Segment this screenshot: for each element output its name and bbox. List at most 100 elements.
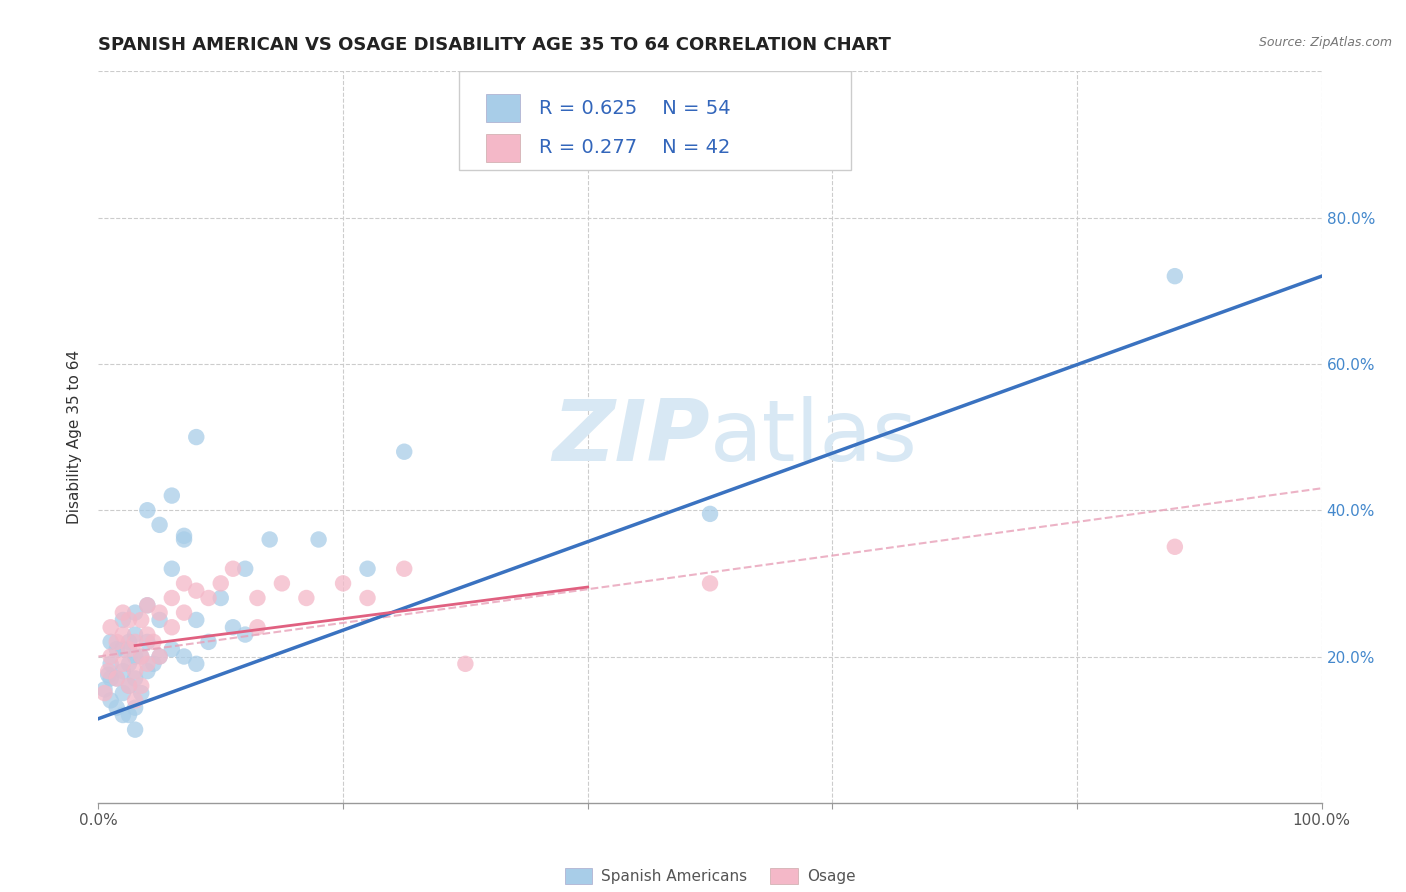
Point xyxy=(392,444,416,458)
Point xyxy=(129,649,152,664)
Point xyxy=(124,723,146,737)
Point xyxy=(118,679,141,693)
Point xyxy=(259,533,281,547)
Point xyxy=(124,672,146,686)
Point xyxy=(270,576,294,591)
Point xyxy=(118,642,141,657)
Point xyxy=(173,606,195,620)
Text: Source: ZipAtlas.com: Source: ZipAtlas.com xyxy=(1258,36,1392,49)
Point xyxy=(246,620,269,634)
Point xyxy=(97,664,120,678)
Point xyxy=(124,664,146,678)
Point xyxy=(129,649,152,664)
Point xyxy=(246,591,269,605)
Point xyxy=(160,489,183,503)
Text: R = 0.625    N = 54: R = 0.625 N = 54 xyxy=(538,99,730,118)
Point xyxy=(233,627,256,641)
Point xyxy=(186,583,208,598)
Point xyxy=(173,649,195,664)
Point xyxy=(186,613,208,627)
Point xyxy=(222,562,245,576)
Point xyxy=(124,627,146,641)
Point xyxy=(356,562,378,576)
Point xyxy=(118,657,141,671)
Point xyxy=(209,576,232,591)
Point xyxy=(111,664,134,678)
Point xyxy=(160,591,183,605)
Point xyxy=(173,529,195,543)
Point xyxy=(124,635,146,649)
Point xyxy=(160,562,183,576)
Point xyxy=(136,627,159,641)
Point xyxy=(124,693,146,707)
FancyBboxPatch shape xyxy=(486,134,520,161)
Point xyxy=(699,507,721,521)
Point xyxy=(118,708,141,723)
Point xyxy=(100,672,122,686)
Point xyxy=(392,562,416,576)
Point xyxy=(100,620,122,634)
Point xyxy=(136,635,159,649)
Point xyxy=(124,700,146,714)
Point xyxy=(173,576,195,591)
Point xyxy=(111,627,134,641)
Point xyxy=(295,591,318,605)
Point xyxy=(129,686,152,700)
Point xyxy=(186,657,208,671)
Point xyxy=(129,613,152,627)
Text: SPANISH AMERICAN VS OSAGE DISABILITY AGE 35 TO 64 CORRELATION CHART: SPANISH AMERICAN VS OSAGE DISABILITY AGE… xyxy=(98,36,891,54)
Point xyxy=(136,664,159,678)
Point xyxy=(118,613,141,627)
Point xyxy=(105,672,128,686)
Point xyxy=(308,533,330,547)
Point xyxy=(186,430,208,444)
Point xyxy=(111,657,134,671)
Point xyxy=(173,533,195,547)
Legend: Spanish Americans, Osage: Spanish Americans, Osage xyxy=(558,862,862,890)
Point xyxy=(1164,269,1187,284)
Point xyxy=(209,591,232,605)
Point xyxy=(111,708,134,723)
Point xyxy=(111,613,134,627)
Point xyxy=(105,642,128,657)
Point xyxy=(100,693,122,707)
Point xyxy=(118,679,141,693)
Text: atlas: atlas xyxy=(710,395,918,479)
Point xyxy=(136,657,159,671)
Point xyxy=(699,576,721,591)
Point xyxy=(142,635,165,649)
Point xyxy=(111,606,134,620)
Text: ZIP: ZIP xyxy=(553,395,710,479)
Point xyxy=(136,599,159,613)
Point xyxy=(149,649,172,664)
Text: R = 0.277    N = 42: R = 0.277 N = 42 xyxy=(538,138,730,157)
Point xyxy=(124,649,146,664)
Point xyxy=(149,613,172,627)
Point xyxy=(136,503,159,517)
Point xyxy=(149,649,172,664)
Point xyxy=(97,667,120,681)
Y-axis label: Disability Age 35 to 64: Disability Age 35 to 64 xyxy=(67,350,83,524)
Point xyxy=(149,606,172,620)
Point xyxy=(197,635,219,649)
Point xyxy=(332,576,354,591)
Point xyxy=(105,700,128,714)
Point xyxy=(1164,540,1187,554)
Point xyxy=(111,686,134,700)
Point xyxy=(129,679,152,693)
Point xyxy=(233,562,256,576)
Point xyxy=(100,649,122,664)
Point xyxy=(93,686,115,700)
FancyBboxPatch shape xyxy=(460,71,851,170)
Point xyxy=(100,635,122,649)
Point xyxy=(356,591,378,605)
Point xyxy=(118,635,141,649)
Point xyxy=(454,657,477,671)
FancyBboxPatch shape xyxy=(486,95,520,122)
Point xyxy=(222,620,245,634)
Point xyxy=(160,620,183,634)
Point xyxy=(142,657,165,671)
Point xyxy=(124,606,146,620)
Point xyxy=(136,599,159,613)
Point xyxy=(100,657,122,671)
